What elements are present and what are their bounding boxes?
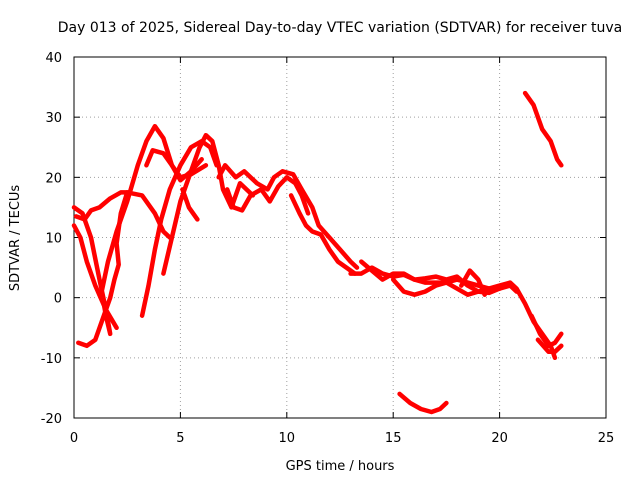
series-arc-5 [139,138,219,318]
series-arc-16 [529,313,564,349]
axis-ticks: 0 5 10 15 20 25 -20 -10 0 10 20 30 40 [41,51,615,446]
series-arc-3 [76,190,173,349]
series-arc-8 [180,187,200,222]
series-arc-2 [71,223,119,331]
y-tick-label: 20 [45,171,62,186]
x-tick-label: 0 [70,431,78,446]
x-tick-label: 15 [385,431,402,446]
series-arc-4 [73,190,132,222]
y-tick-label: 30 [45,111,62,126]
y-tick-label: 10 [45,232,62,247]
y-tick-label: -10 [41,352,62,367]
series-arc-17 [535,337,564,355]
x-tick-label: 5 [176,431,184,446]
chart-title: Day 013 of 2025, Sidereal Day-to-day VTE… [58,20,622,36]
y-axis-label: SDTVAR / TECUs [8,185,23,292]
y-tick-label: 40 [45,51,62,66]
x-tick-label: 25 [598,431,615,446]
data-series [71,90,564,415]
series-arc-13 [359,259,519,296]
series-arc-18 [397,391,449,415]
x-tick-label: 20 [491,431,508,446]
grid-lines [74,57,606,418]
x-axis-label: GPS time / hours [286,459,395,474]
series-arc-7 [161,132,256,276]
series-arc-12 [348,265,502,291]
y-tick-label: 0 [54,292,62,307]
series-arc-15 [459,268,487,297]
series-arc-11 [288,193,358,276]
series-arc-10 [224,175,311,216]
y-tick-label: -20 [41,412,62,427]
x-tick-label: 10 [279,431,296,446]
series-arc-9 [216,163,360,270]
series-arc-19 [522,90,564,168]
